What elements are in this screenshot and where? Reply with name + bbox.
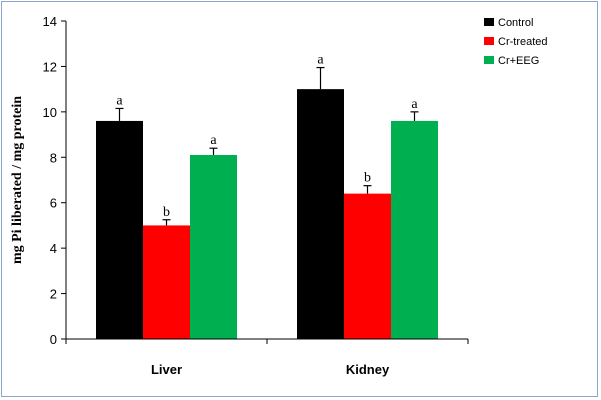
- legend: Control Cr-treated Cr+EEG: [484, 17, 548, 67]
- y-tick-label: 2: [50, 287, 57, 302]
- significance-label: a: [116, 93, 123, 108]
- bar-liver-cr-treated: [143, 225, 190, 339]
- y-tick-label: 8: [50, 150, 57, 165]
- significance-label: b: [163, 205, 170, 220]
- y-tick-label: 12: [43, 59, 57, 74]
- bars: a b a a b a: [96, 53, 438, 340]
- y-tick-label: 6: [50, 196, 57, 211]
- bar-liver-cr-eeg: [190, 155, 237, 339]
- legend-swatch: [484, 37, 494, 45]
- significance-label: b: [364, 171, 371, 186]
- legend-swatch: [484, 56, 494, 64]
- bar-liver-control: [96, 120, 143, 339]
- y-axis: 0 2 4 6 8 10 12 14: [43, 14, 67, 347]
- legend-label: Cr-treated: [498, 36, 548, 48]
- bar-kidney-control: [297, 89, 344, 340]
- bar-kidney-cr-eeg: [391, 120, 438, 339]
- legend-label: Control: [498, 17, 533, 29]
- y-tick-label: 10: [43, 105, 57, 120]
- legend-swatch: [484, 18, 494, 26]
- y-tick-label: 0: [50, 332, 57, 347]
- y-tick-label: 4: [50, 241, 57, 256]
- bar-kidney-cr-treated: [344, 193, 391, 339]
- x-axis: Liver Kidney: [65, 338, 469, 377]
- x-category-label: Liver: [151, 362, 182, 377]
- significance-label: a: [317, 53, 324, 68]
- x-category-label: Kidney: [346, 362, 390, 377]
- y-tick-label: 14: [43, 14, 57, 29]
- significance-label: a: [411, 97, 418, 112]
- legend-label: Cr+EEG: [498, 55, 539, 67]
- y-axis-label: mg Pi liberated / mg protein: [10, 96, 25, 264]
- significance-label: a: [210, 133, 217, 148]
